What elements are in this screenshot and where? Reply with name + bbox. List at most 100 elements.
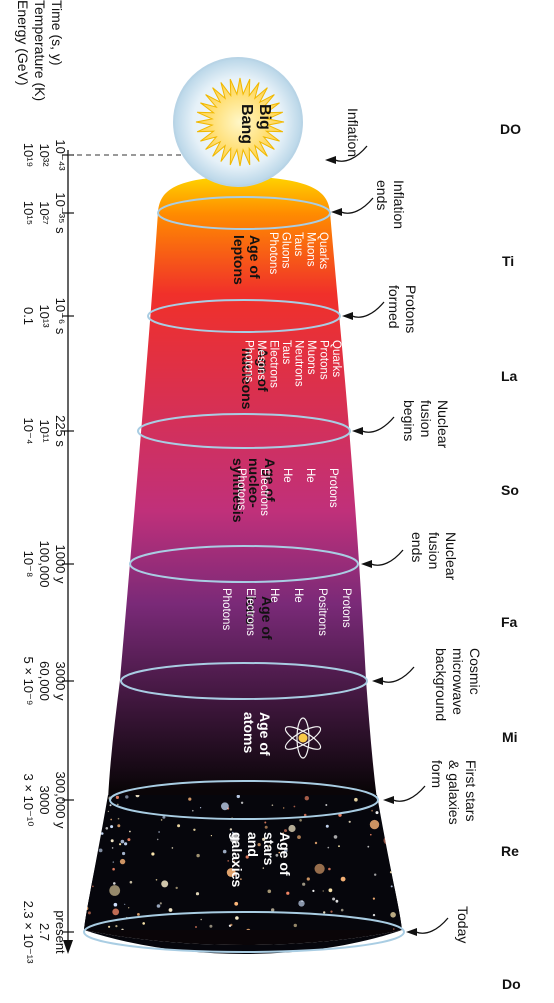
galaxy-star: [195, 926, 197, 928]
galaxy-star: [245, 855, 249, 859]
svg-text:QuarksMuonsTausGluonsPhotons: QuarksMuonsTausGluonsPhotons: [267, 232, 329, 274]
galaxy-star: [112, 867, 115, 871]
galaxy-star: [282, 832, 285, 834]
galaxy-star: [196, 853, 200, 858]
galaxy-star: [240, 801, 244, 804]
marker-time: 10⁻⁴³: [53, 139, 68, 171]
galaxy-star: [124, 903, 126, 905]
event-pointer-line: [370, 549, 404, 566]
galaxy-star: [354, 797, 358, 802]
era-title-line: ions: [243, 596, 259, 625]
marker-energy: 2.3 × 10⁻¹³: [21, 901, 36, 965]
era-particles-line: Electrons: [258, 468, 270, 516]
galaxy-star: [257, 843, 261, 847]
era-title-line: Age of: [277, 832, 293, 876]
galaxy-star: [323, 911, 326, 914]
galaxy-star: [188, 797, 192, 801]
galaxy-star: [200, 918, 202, 921]
galaxy-star: [284, 848, 288, 853]
svg-text:Today: Today: [455, 906, 471, 943]
era-title-line: Age of: [262, 458, 278, 502]
event-label-line: Nuclear: [443, 532, 459, 581]
galaxy-star: [267, 889, 272, 894]
era-title-line: leptons: [231, 235, 247, 285]
galaxy-star: [298, 900, 305, 907]
galaxy-star: [85, 847, 88, 851]
galaxy-star: [129, 880, 133, 884]
galaxy-star: [369, 819, 380, 830]
svg-text:Age ofleptons: Age ofleptons: [231, 235, 263, 285]
time-marker: 1000 y100,00010⁻⁸: [21, 541, 68, 588]
galaxy-star: [117, 817, 120, 820]
epoch-ring: [147, 299, 341, 333]
svg-text:QuarksProtonsMuonsNeutronsTaus: QuarksProtonsMuonsNeutronsTausElectronsM…: [243, 340, 343, 388]
era-particles: Protons Positrons He He Electrons Photons: [220, 588, 352, 636]
svg-text:1000 y100,00010⁻⁸: 1000 y100,00010⁻⁸: [21, 541, 68, 588]
galaxy-star: [87, 820, 92, 825]
svg-text:Nuclearfusionbegins: Nuclearfusionbegins: [401, 400, 451, 449]
galaxy-star: [234, 874, 236, 876]
event-label-line: background: [433, 648, 449, 721]
galaxy-star: [171, 847, 174, 849]
galaxy-star: [229, 834, 240, 844]
galaxy-star: [262, 837, 266, 841]
era-particles-line: Protons: [318, 340, 330, 380]
galaxy-star: [119, 858, 126, 865]
galaxy-star: [112, 861, 115, 863]
marker-energy: 5 × 10⁻⁹: [21, 657, 36, 706]
era-title-line: Age of: [259, 596, 275, 640]
marker-energy: 10⁻⁴: [21, 418, 36, 445]
galaxy-star: [396, 862, 400, 866]
marker-energy: 10⁻⁸: [21, 551, 36, 578]
galaxy-star: [85, 906, 89, 911]
galaxy-star: [233, 860, 235, 862]
time-marker: 10⁻³⁵ s10²⁷10¹⁵: [21, 192, 68, 234]
era-particles-line: He: [281, 468, 293, 483]
event-label-line: begins: [401, 400, 417, 441]
galaxy-star: [168, 908, 173, 912]
era-particles-line: Photons: [220, 588, 232, 630]
galaxy-star: [328, 867, 331, 871]
marker-time: present: [53, 910, 68, 954]
marker-time: 300,000 y: [53, 771, 68, 829]
event-pointer-arrowhead: [361, 560, 372, 568]
time-marker: 3000 y60,0005 × 10⁻⁹: [21, 657, 68, 706]
galaxy-star: [89, 844, 92, 848]
galaxy-star: [110, 839, 114, 843]
marker-energy: 3 × 10⁻¹⁰: [21, 774, 36, 827]
marker-temperature: 60,000: [37, 661, 52, 701]
galaxy-star: [372, 913, 376, 917]
era-particles-line: Quarks: [330, 340, 342, 377]
galaxy-star: [162, 815, 166, 819]
event-label: Today: [455, 906, 471, 943]
galaxy-star: [158, 831, 161, 833]
note-ti: Ti: [502, 253, 515, 269]
era-title: Age ofnucleons: [239, 348, 271, 410]
era-particles-line: Mesons: [255, 340, 267, 381]
galaxy-star: [84, 941, 86, 943]
svg-text:Inflationends: Inflationends: [374, 180, 407, 229]
era-title-line: atoms: [241, 712, 257, 753]
galaxy-star: [370, 833, 372, 836]
era-title: Age ofnucleo-synthesis: [230, 458, 278, 523]
galaxy-star: [128, 907, 130, 909]
era-title-line: Age of: [257, 712, 273, 756]
event-pointers: [325, 145, 449, 936]
galaxy-star: [286, 891, 290, 895]
era-particles-line: Photons: [243, 340, 255, 382]
era-title: Age ofatoms: [241, 712, 273, 756]
era-particles: QuarksProtonsMuonsNeutronsTausElectronsM…: [243, 340, 343, 388]
galaxy-star: [395, 848, 400, 852]
galaxy-star: [293, 923, 297, 928]
event-label: Nuclearfusionbegins: [401, 400, 451, 449]
event-pointer-arrowhead: [342, 312, 353, 320]
svg-text:BigBang: BigBang: [238, 104, 273, 144]
galaxy-star: [87, 911, 91, 915]
svg-text:300,000 y30003 × 10⁻¹⁰: 300,000 y30003 × 10⁻¹⁰: [21, 771, 68, 829]
galaxy-star: [375, 811, 379, 815]
axis-ticks: [62, 154, 74, 933]
galaxy-star: [109, 804, 112, 807]
era-particles-line: Quarks: [317, 232, 329, 269]
marker-time: 3000 y: [53, 661, 68, 701]
era-particles-line: Positrons: [316, 588, 328, 636]
